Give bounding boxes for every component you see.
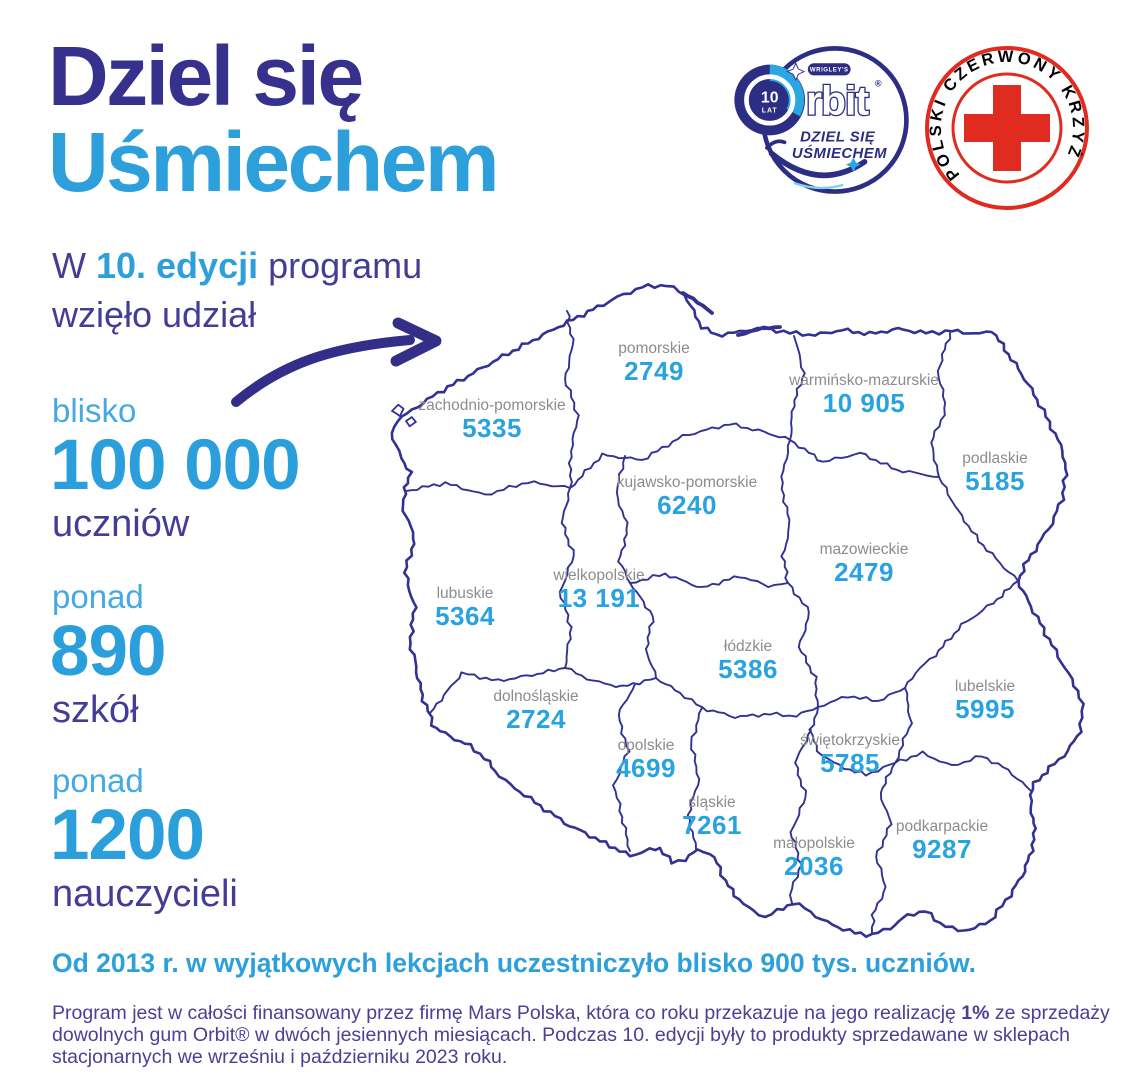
coastal-island bbox=[405, 416, 417, 428]
voivodeship-border bbox=[569, 422, 791, 489]
region-lodzkie: łódzkie 5386 bbox=[718, 638, 778, 684]
voivodeship-border bbox=[564, 310, 580, 489]
coastal-island bbox=[391, 403, 405, 417]
stat-schools-unit: szkół bbox=[52, 689, 139, 731]
orbit-tagline2: UŚMIECHEM bbox=[792, 144, 887, 162]
orbit-registered: ® bbox=[875, 79, 882, 89]
voivodeship-border bbox=[629, 582, 657, 679]
stat-teachers-value: 1200 bbox=[50, 796, 205, 875]
voivodeship-border bbox=[686, 707, 703, 850]
voivodeship-border bbox=[808, 706, 896, 777]
page-title-line1: Dziel się bbox=[48, 29, 364, 123]
region-lubuskie: lubuskie 5364 bbox=[435, 585, 495, 631]
voivodeship-border bbox=[615, 455, 631, 584]
voivodeship-border bbox=[930, 332, 952, 478]
voivodeship-border bbox=[904, 580, 1019, 689]
voivodeship-border bbox=[405, 480, 571, 496]
voivodeship-border bbox=[429, 667, 566, 714]
region-pomorskie: pomorskie 2749 bbox=[618, 340, 690, 386]
poland-outline bbox=[390, 283, 1085, 938]
region-dolnoslaskie: dolnośląskie 2724 bbox=[493, 688, 579, 734]
orbit-badge-lat: LAT bbox=[762, 108, 778, 115]
voivodeship-border bbox=[780, 439, 791, 584]
stat-teachers-qualifier: ponad bbox=[52, 762, 144, 799]
footer-body-before: Program jest w całości finansowany przez… bbox=[52, 1001, 962, 1024]
sparkle-icon bbox=[786, 62, 806, 82]
footer-body-after: ze sprzedaży dowolnych gum Orbit® w dwóc… bbox=[52, 1001, 1110, 1068]
region-malopolskie: małopolskie 2036 bbox=[773, 835, 855, 881]
voivodeship-border bbox=[655, 677, 819, 719]
red-cross-icon bbox=[964, 85, 1050, 171]
orbit-logo: 10 LAT WRIGLEY'S rbit ® DZIEL SIĘ UŚMIEC… bbox=[734, 46, 909, 194]
region-kujawsko-pomorskie: kujawsko-pomorskie 6240 bbox=[616, 474, 758, 520]
orbit-wrigleys-text: WRIGLEY'S bbox=[810, 68, 849, 74]
voivodeship-border bbox=[894, 687, 913, 764]
voivodeship-border bbox=[938, 476, 1019, 582]
voivodeship-border bbox=[558, 487, 575, 669]
region-podkarpackie: podkarpackie 9287 bbox=[895, 818, 989, 864]
region-lubelskie: lubelskie 5995 bbox=[954, 678, 1016, 724]
voivodeship-border bbox=[817, 687, 906, 708]
coastal-spit bbox=[736, 325, 782, 337]
voivodeship-border bbox=[629, 572, 789, 589]
stat-schools-value: 890 bbox=[50, 612, 166, 691]
stat-students-unit: uczniów bbox=[52, 503, 190, 545]
orbit-wordmark: rbit bbox=[806, 77, 869, 123]
region-swietokrzyskie: świętokrzyskie 5785 bbox=[800, 732, 900, 778]
poland-borders bbox=[390, 283, 1085, 938]
region-opolskie: opolskie 4699 bbox=[616, 737, 676, 783]
voivodeship-border bbox=[789, 729, 812, 904]
region-mazowieckie: mazowieckie 2479 bbox=[819, 541, 909, 587]
subtitle-suffix: programu bbox=[258, 245, 423, 286]
page-title: Dziel się Uśmiechem bbox=[48, 29, 500, 209]
stat-students: blisko 100 000 uczniów bbox=[50, 392, 301, 545]
footer-body: Program jest w całości finansowany przez… bbox=[52, 1002, 1114, 1068]
poland-map bbox=[390, 283, 1085, 938]
footer-headline: Od 2013 r. w wyjątkowych lekcjach uczest… bbox=[52, 948, 976, 978]
page-title-line2: Uśmiechem bbox=[48, 114, 500, 209]
voivodeship-border bbox=[789, 439, 940, 478]
stat-students-qualifier: blisko bbox=[52, 392, 137, 429]
region-warminsko-mazurskie: warmińsko-mazurskie 10 905 bbox=[789, 372, 939, 418]
orbit-tagline1: DZIEL SIĘ bbox=[800, 129, 876, 145]
orbit-badge-10: 10 bbox=[761, 89, 779, 106]
region-slaskie: śląskie 7261 bbox=[682, 794, 742, 840]
voivodeship-border bbox=[787, 582, 819, 708]
pck-logo: POLSKI CZERWONY KRZYŻ bbox=[925, 46, 1089, 210]
orbit-wrigleys-badge: WRIGLEY'S bbox=[807, 63, 851, 76]
subtitle-prefix: W bbox=[52, 245, 96, 286]
stat-teachers: ponad 1200 nauczycieli bbox=[50, 762, 238, 915]
voivodeship-border bbox=[789, 335, 806, 441]
region-podlaskie: podlaskie 5185 bbox=[962, 450, 1028, 496]
swoosh-icon bbox=[793, 182, 844, 190]
voivodeship-border bbox=[870, 762, 896, 934]
stat-schools-qualifier: ponad bbox=[52, 578, 144, 615]
voivodeship-border bbox=[564, 667, 657, 689]
coastal-spit bbox=[681, 291, 714, 315]
stat-teachers-unit: nauczycieli bbox=[52, 873, 238, 915]
voivodeship-border bbox=[894, 750, 1032, 792]
voivodeship-border bbox=[612, 683, 636, 852]
subtitle: W 10. edycji programu wzięło udział bbox=[52, 242, 422, 340]
stat-students-value: 100 000 bbox=[50, 426, 301, 505]
stat-schools: ponad 890 szkół bbox=[50, 578, 166, 731]
footer-body-bold: 1% bbox=[961, 1001, 990, 1024]
subtitle-line2: wzięło udział bbox=[52, 293, 257, 335]
region-zachodnio-pomorskie: zachodnio-pomorskie 5335 bbox=[418, 397, 566, 443]
pck-inner-ring bbox=[951, 72, 1063, 184]
sparkle-blue-icon bbox=[845, 157, 861, 173]
subtitle-highlight: 10. edycji bbox=[95, 245, 259, 286]
region-wielkopolskie: wielkopolskie 13 191 bbox=[553, 567, 645, 613]
